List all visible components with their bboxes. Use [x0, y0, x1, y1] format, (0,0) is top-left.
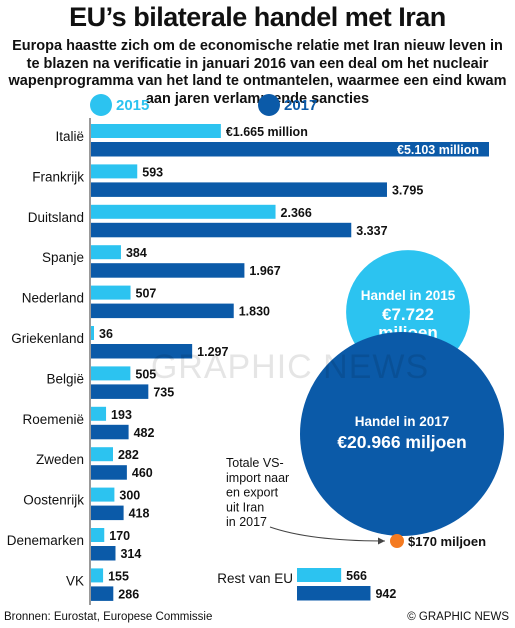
value-label-2017: 286 [118, 587, 139, 601]
category-label: Nederland [22, 291, 84, 306]
value-label-2015: 193 [111, 408, 132, 422]
rest-bar-2015 [297, 568, 342, 582]
bar-2015 [91, 447, 113, 462]
page-title: EU’s bilaterale handel met Iran [69, 2, 446, 32]
bar-2015 [91, 568, 104, 583]
bar-2017 [91, 505, 124, 521]
value-label-2015: 593 [142, 165, 163, 179]
bar-2017 [91, 182, 387, 197]
value-label-2017: 418 [129, 507, 150, 521]
value-label-2015: 507 [136, 287, 157, 301]
bar-2015 [91, 366, 131, 381]
value-label-2015: 505 [135, 367, 156, 381]
us-trade-marker [390, 534, 404, 548]
value-label-2015: 300 [119, 489, 140, 503]
bar-2017 [91, 263, 245, 278]
value-label-2017: €5.103 million [397, 143, 479, 157]
footer-sources: Bronnen: Eurostat, Europese Commissie [4, 611, 213, 623]
category-label: VK [66, 573, 84, 588]
bar-2015 [91, 164, 138, 179]
bar-2017 [91, 384, 149, 399]
legend-2015-label: 2015 [116, 96, 150, 114]
us-note-arrowhead [378, 537, 385, 545]
bar-2017 [91, 424, 129, 440]
bar-2017 [91, 586, 114, 601]
legend-2017: 2017 [258, 94, 317, 116]
bar-2015 [91, 406, 107, 421]
value-label-2017: 482 [134, 426, 155, 440]
bar-2015 [91, 124, 221, 138]
value-label-2017: 1.967 [249, 264, 280, 278]
category-label: Italië [55, 129, 84, 144]
footer-credit: © GRAPHIC NEWS [407, 611, 509, 623]
rest-value-2015: 566 [346, 569, 367, 583]
total-2017-label: Handel in 2017 [355, 414, 450, 429]
total-2015-label: Handel in 2015 [361, 288, 456, 303]
bar-2015 [91, 487, 115, 502]
category-label: België [46, 371, 84, 386]
rest-value-2017: 942 [375, 587, 396, 601]
value-label-2015: 36 [99, 327, 113, 341]
bar-2017 [91, 546, 116, 561]
category-label: Roemenië [22, 412, 84, 427]
bar-2015 [91, 326, 94, 340]
value-label-2017: 1.830 [239, 305, 270, 319]
bar-2017 [91, 222, 352, 238]
bar-2015 [91, 285, 131, 300]
us-note-text: uit Iran [226, 500, 264, 514]
category-label: Oostenrijk [23, 493, 84, 508]
bar-2017 [91, 465, 127, 480]
category-label: Spanje [42, 250, 84, 265]
rest-label: Rest van EU [217, 571, 293, 586]
legend-2017-swatch [258, 94, 280, 116]
bar-2015 [91, 245, 121, 260]
us-note-text: import naar [226, 471, 289, 485]
total-2015-value: €7.722 [382, 305, 434, 324]
value-label-2017: 1.297 [197, 345, 228, 359]
total-2017-circle [300, 332, 504, 536]
value-label-2015: 2.366 [281, 206, 312, 220]
bar-2015 [91, 204, 276, 219]
value-label-2017: 3.795 [392, 183, 423, 197]
value-label-2015: 282 [118, 448, 139, 462]
us-note-text: Totale VS- [226, 456, 284, 470]
rest-bar-2017 [297, 586, 371, 601]
category-label: Griekenland [11, 331, 84, 346]
value-label-2015: €1.665 million [226, 125, 308, 139]
legend-2015-swatch [90, 94, 112, 116]
us-note-text: in 2017 [226, 515, 267, 529]
us-trade-value: $170 miljoen [408, 534, 486, 549]
category-label: Frankrijk [32, 169, 84, 184]
page-subtitle: Europa haastte zich om de economische re… [8, 38, 507, 107]
legend-2015: 2015 [90, 94, 149, 116]
bar-2017 [91, 344, 193, 359]
bar-2017 [91, 142, 489, 157]
value-label-2017: 460 [132, 466, 153, 480]
category-label: Denemarken [7, 533, 84, 548]
value-label-2015: 170 [109, 529, 130, 543]
us-note-arrow [269, 526, 386, 542]
total-2017-value: €20.966 miljoen [337, 432, 466, 452]
value-label-2017: 3.337 [356, 224, 387, 238]
legend-2017-label: 2017 [284, 96, 318, 114]
bar-2017 [91, 303, 234, 319]
watermark-text: GRAPHIC NEWS [151, 348, 429, 386]
value-label-2017: 735 [153, 385, 174, 399]
bar-2015 [91, 528, 105, 542]
us-note-text: en export [226, 486, 279, 500]
value-label-2015: 384 [126, 246, 147, 260]
category-label: Duitsland [28, 210, 84, 225]
value-label-2017: 314 [120, 547, 141, 561]
value-label-2015: 155 [108, 569, 129, 583]
category-label: Zweden [36, 452, 84, 467]
